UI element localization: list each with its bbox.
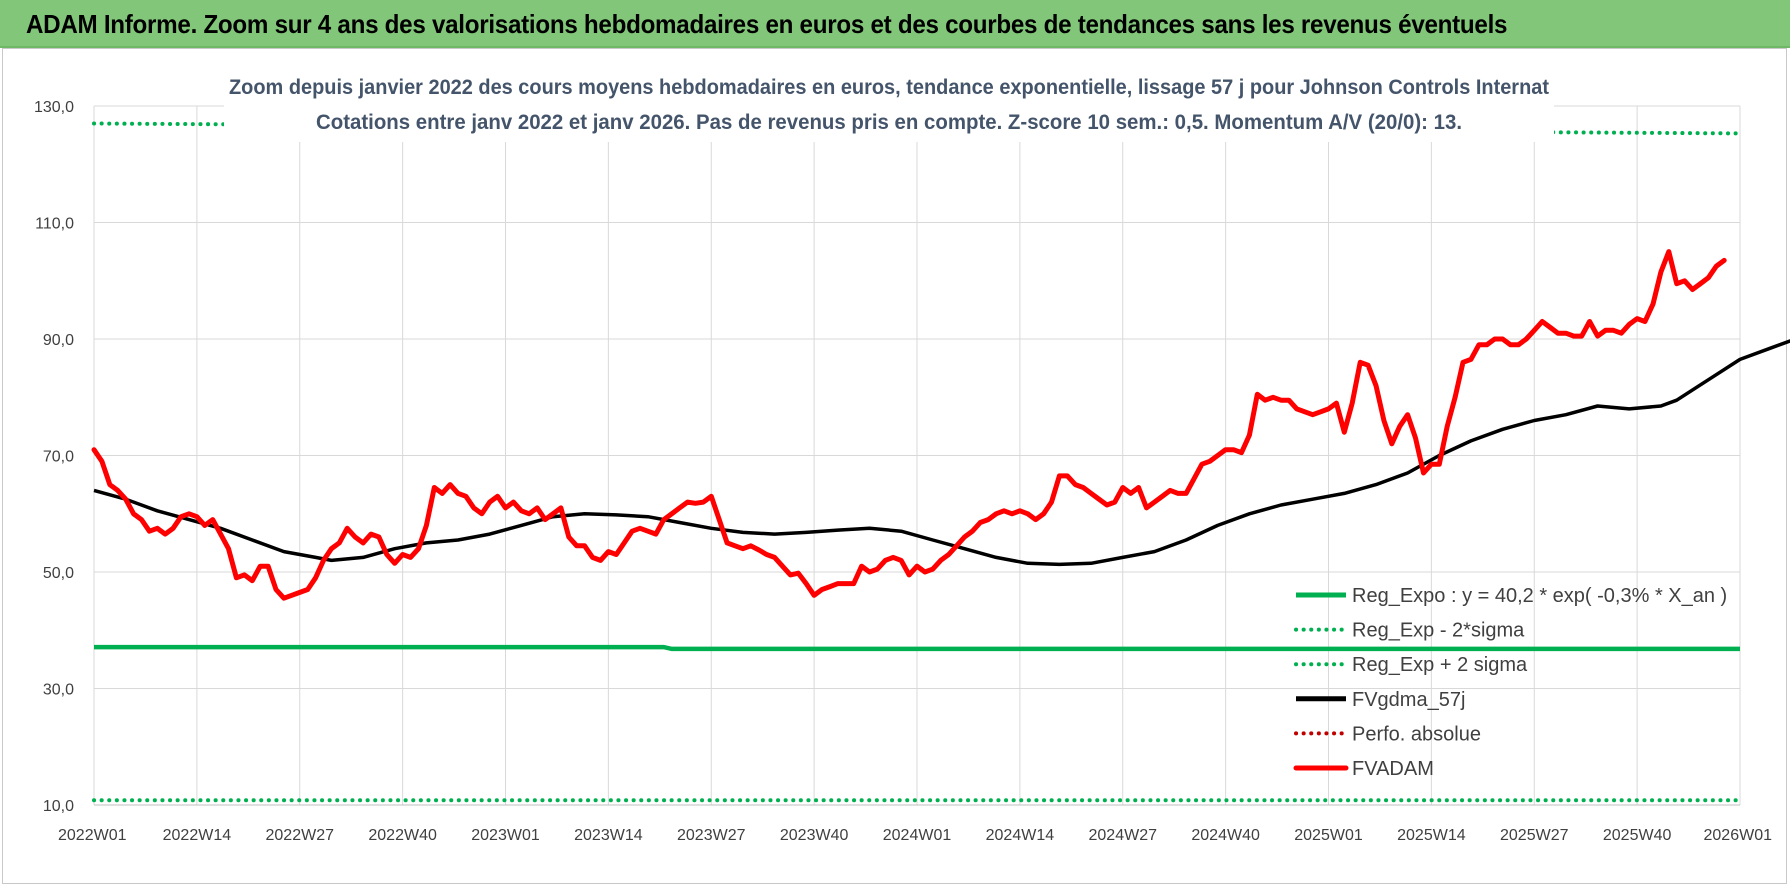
y-tick-label: 110,0 xyxy=(35,216,74,233)
legend-label: Reg_Exp - 2*sigma xyxy=(1352,620,1525,642)
x-tick-label: 2025W01 xyxy=(1294,827,1363,844)
y-tick-label: 90,0 xyxy=(43,332,74,349)
x-tick-label: 2023W40 xyxy=(780,827,849,844)
chart-title: Zoom depuis janvier 2022 des cours moyen… xyxy=(229,76,1549,99)
y-tick-label: 50,0 xyxy=(43,565,74,582)
y-tick-label: 70,0 xyxy=(43,449,74,466)
chart-title-box: Zoom depuis janvier 2022 des cours moyen… xyxy=(224,70,1554,142)
y-tick-label: 10,0 xyxy=(43,798,74,815)
chart-frame xyxy=(2,48,1787,884)
banner: ADAM Informe. Zoom sur 4 ans des valoris… xyxy=(0,0,1790,48)
x-tick-label: 2026W01 xyxy=(1704,827,1773,844)
legend: Reg_Expo : y = 40,2 * exp( -0,3% * X_an … xyxy=(1293,585,1727,780)
legend-label: Reg_Expo : y = 40,2 * exp( -0,3% * X_an … xyxy=(1352,585,1727,607)
x-tick-label: 2025W40 xyxy=(1603,827,1672,844)
x-tick-label: 2024W01 xyxy=(883,827,952,844)
x-tick-label: 2022W14 xyxy=(163,827,232,844)
x-tick-label: 2024W27 xyxy=(1089,827,1158,844)
x-tick-label: 2024W40 xyxy=(1191,827,1260,844)
legend-label: Perfo. absolue xyxy=(1352,723,1481,745)
legend-label: Reg_Exp + 2 sigma xyxy=(1352,654,1528,676)
y-tick-label: 130,0 xyxy=(34,99,74,116)
x-tick-label: 2023W14 xyxy=(574,827,643,844)
legend-label: FVADAM xyxy=(1352,758,1434,780)
y-tick-label: 30,0 xyxy=(43,682,74,699)
y-axis: 130,0 110,0 90,0 70,0 50,0 30,0 10,0 xyxy=(34,99,74,815)
series-line-fvadam xyxy=(91,249,1727,601)
x-tick-label: 2023W01 xyxy=(471,827,540,844)
x-tick-label: 2025W27 xyxy=(1500,827,1569,844)
x-tick-label: 2024W14 xyxy=(986,827,1055,844)
x-tick-label: 2022W01 xyxy=(58,827,127,844)
x-tick-label: 2022W40 xyxy=(368,827,437,844)
x-tick-label: 2023W27 xyxy=(677,827,746,844)
x-tick-label: 2022W27 xyxy=(266,827,335,844)
series-line-reg-expo-y-40-2-exp-0-3-x-an xyxy=(94,644,1740,652)
legend-label: FVgdma_57j xyxy=(1352,689,1465,711)
grid xyxy=(93,105,1741,806)
x-axis: 2022W01 2022W14 2022W27 2022W40 2023W01 2023W… xyxy=(58,827,1772,844)
series-line-fvgdma-57j xyxy=(93,339,1790,567)
series-group xyxy=(91,121,1790,803)
x-tick-label: 2025W14 xyxy=(1397,827,1466,844)
chart-subtitle: Cotations entre janv 2022 et janv 2026. … xyxy=(316,111,1462,134)
banner-title: ADAM Informe. Zoom sur 4 ans des valoris… xyxy=(26,9,1508,39)
